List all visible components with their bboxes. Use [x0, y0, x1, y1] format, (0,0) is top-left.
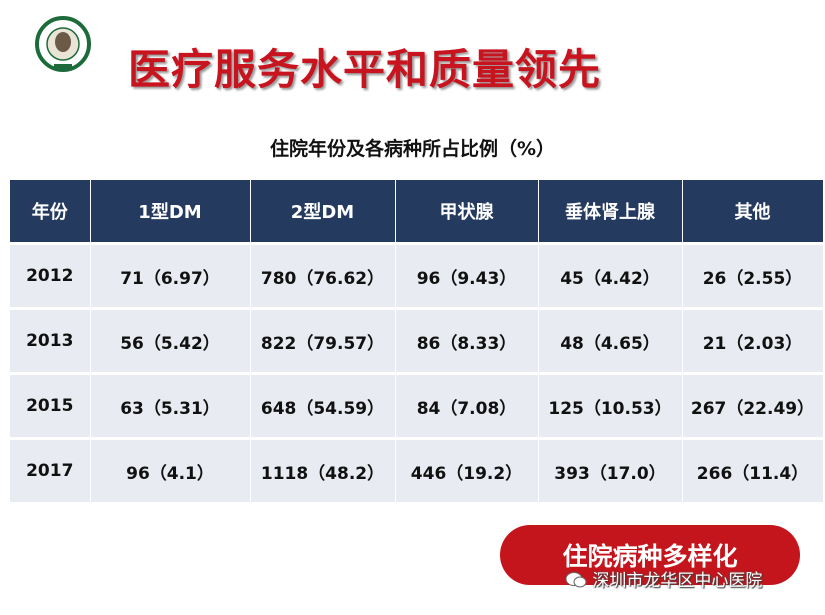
slide-title: 医疗服务水平和质量领先	[128, 45, 602, 94]
data-cell: 56（5.42）	[90, 307, 251, 374]
year-cell: 2017	[10, 437, 91, 502]
watermark: 深圳市龙华区中心医院	[565, 566, 762, 591]
logo	[35, 16, 91, 72]
data-cell: 84（7.08）	[395, 372, 539, 439]
data-cell: 446（19.2）	[395, 437, 539, 502]
column-header: 年份	[10, 180, 91, 244]
table-row: 2013 56（5.42） 822（79.57） 86（8.33） 48（4.65） 21…	[10, 307, 824, 374]
header-row: 年份 1型DM 2型DM 甲状腺 垂体肾上腺 其他	[10, 180, 824, 244]
data-cell: 45（4.42）	[538, 242, 683, 309]
data-cell: 266（11.4）	[682, 437, 824, 502]
column-header: 2型DM	[250, 180, 396, 244]
data-cell: 48（4.65）	[538, 307, 683, 374]
watermark-text: 深圳市龙华区中心医院	[592, 571, 763, 591]
data-cell: 63（5.31）	[90, 372, 251, 439]
column-header: 甲状腺	[395, 180, 539, 244]
data-cell: 96（9.43）	[395, 242, 539, 309]
data-cell: 267（22.49）	[682, 372, 824, 439]
data-table: 年份 1型DM 2型DM 甲状腺 垂体肾上腺 其他 2012 71（6.97） 780（76.…	[10, 180, 824, 502]
table-caption: 住院年份及各病种所占比例（%）	[269, 138, 556, 160]
data-cell: 71（6.97）	[90, 242, 251, 309]
data-cell: 1118（48.2）	[250, 437, 396, 502]
year-cell: 2015	[10, 372, 91, 439]
table-row: 2015 63（5.31） 648（54.59） 84（7.08） 125（10.53）…	[10, 372, 824, 439]
data-cell: 780（76.62）	[250, 242, 396, 309]
year-cell: 2012	[10, 242, 91, 309]
data-cell: 822（79.57）	[250, 307, 396, 374]
badge: 住院病种多样化	[500, 525, 800, 585]
wechat-icon	[565, 572, 587, 588]
column-header: 垂体肾上腺	[538, 180, 683, 244]
data-cell: 21（2.03）	[682, 307, 824, 374]
data-cell: 393（17.0）	[538, 437, 683, 502]
column-header: 其他	[682, 180, 824, 244]
data-cell: 96（4.1）	[90, 437, 251, 502]
data-cell: 125（10.53）	[538, 372, 683, 439]
table-row: 2012 71（6.97） 780（76.62） 96（9.43） 45（4.42） 26…	[10, 242, 824, 309]
data-cell: 648（54.59）	[250, 372, 396, 439]
year-cell: 2013	[10, 307, 91, 374]
table-row: 2017 96（4.1） 1118（48.2） 446（19.2） 393（17.0） 2…	[10, 437, 824, 502]
data-cell: 86（8.33）	[395, 307, 539, 374]
table-body: 2012 71（6.97） 780（76.62） 96（9.43） 45（4.42） 26…	[10, 242, 824, 502]
data-cell: 26（2.55）	[682, 242, 824, 309]
column-header: 1型DM	[90, 180, 251, 244]
